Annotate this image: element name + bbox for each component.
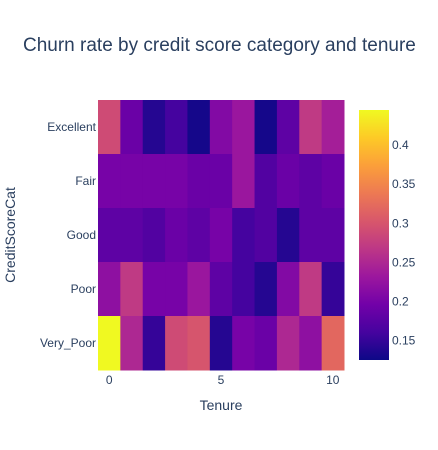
heatmap-cells: [98, 100, 345, 371]
heatmap-cell: [165, 154, 188, 209]
colorbar-tick-label: 0.3: [392, 216, 409, 230]
colorbar-tick-label: 0.35: [392, 177, 416, 191]
heatmap-cell: [165, 100, 188, 155]
y-tick-label: Very_Poor: [40, 336, 96, 350]
heatmap-cell: [321, 316, 345, 371]
y-tick-label: Good: [67, 228, 96, 242]
y-tick-labels: Excellent Fair Good Poor Very_Poor: [40, 120, 97, 350]
heatmap-cell: [142, 100, 166, 155]
heatmap-cell: [187, 154, 211, 209]
heatmap-cell: [276, 262, 300, 317]
x-tick-label: 0: [106, 373, 113, 387]
heatmap-cell: [120, 262, 144, 317]
heatmap-cell: [254, 316, 278, 371]
colorbar-tick-label: 0.15: [392, 333, 416, 347]
heatmap-cell: [254, 262, 278, 317]
colorbar-tick-label: 0.4: [392, 138, 409, 152]
heatmap-cell: [98, 100, 121, 155]
colorbar-tick-label: 0.2: [392, 294, 409, 308]
x-tick-label: 10: [326, 373, 340, 387]
heatmap-cell: [98, 154, 121, 209]
heatmap-cell: [232, 208, 256, 263]
heatmap-cell: [232, 262, 256, 317]
heatmap-cell: [276, 316, 300, 371]
y-tick-label: Poor: [71, 282, 96, 296]
heatmap-cell: [254, 208, 278, 263]
heatmap-cell: [299, 154, 323, 209]
heatmap-cell: [120, 100, 144, 155]
heatmap-cell: [142, 316, 166, 371]
heatmap-cell: [299, 208, 323, 263]
x-tick-label: 5: [218, 373, 225, 387]
heatmap-cell: [142, 262, 166, 317]
heatmap-cell: [254, 154, 278, 209]
colorbar: [359, 110, 389, 360]
heatmap-cell: [299, 316, 323, 371]
heatmap-cell: [232, 100, 256, 155]
heatmap-cell: [165, 262, 188, 317]
heatmap-cell: [321, 208, 345, 263]
heatmap-cell: [209, 154, 233, 209]
heatmap-cell: [187, 262, 211, 317]
x-tick-labels: 0 5 10: [106, 373, 340, 387]
heatmap-cell: [120, 316, 144, 371]
heatmap-cell: [209, 316, 233, 371]
heatmap-cell: [187, 316, 211, 371]
heatmap-cell: [276, 208, 300, 263]
heatmap-cell: [142, 208, 166, 263]
heatmap-cell: [120, 208, 144, 263]
heatmap-cell: [321, 154, 345, 209]
y-tick-label: Fair: [75, 174, 96, 188]
heatmap-cell: [321, 100, 345, 155]
heatmap-cell: [209, 262, 233, 317]
heatmap-cell: [165, 208, 188, 263]
heatmap-cell: [98, 316, 121, 371]
y-tick-label: Excellent: [47, 120, 96, 134]
heatmap-cell: [299, 262, 323, 317]
heatmap-cell: [299, 100, 323, 155]
heatmap-cell: [120, 154, 144, 209]
colorbar-tick-labels: 0.15 0.2 0.25 0.3 0.35 0.4: [392, 138, 416, 347]
heatmap-cell: [209, 100, 233, 155]
heatmap-cell: [232, 154, 256, 209]
heatmap-cell: [232, 316, 256, 371]
chart-title: Churn rate by credit score category and …: [23, 35, 416, 56]
heatmap-cell: [276, 100, 300, 155]
x-axis-title: Tenure: [200, 397, 243, 413]
y-axis-title: CreditScoreCat: [2, 187, 18, 283]
heatmap-cell: [165, 316, 188, 371]
heatmap-cell: [276, 154, 300, 209]
heatmap-cell: [321, 262, 345, 317]
heatmap-cell: [187, 100, 211, 155]
heatmap-cell: [142, 154, 166, 209]
colorbar-tick-label: 0.25: [392, 255, 416, 269]
heatmap-cell: [209, 208, 233, 263]
heatmap-cell: [187, 208, 211, 263]
heatmap-cell: [98, 262, 121, 317]
heatmap-cell: [98, 208, 121, 263]
heatmap-cell: [254, 100, 278, 155]
